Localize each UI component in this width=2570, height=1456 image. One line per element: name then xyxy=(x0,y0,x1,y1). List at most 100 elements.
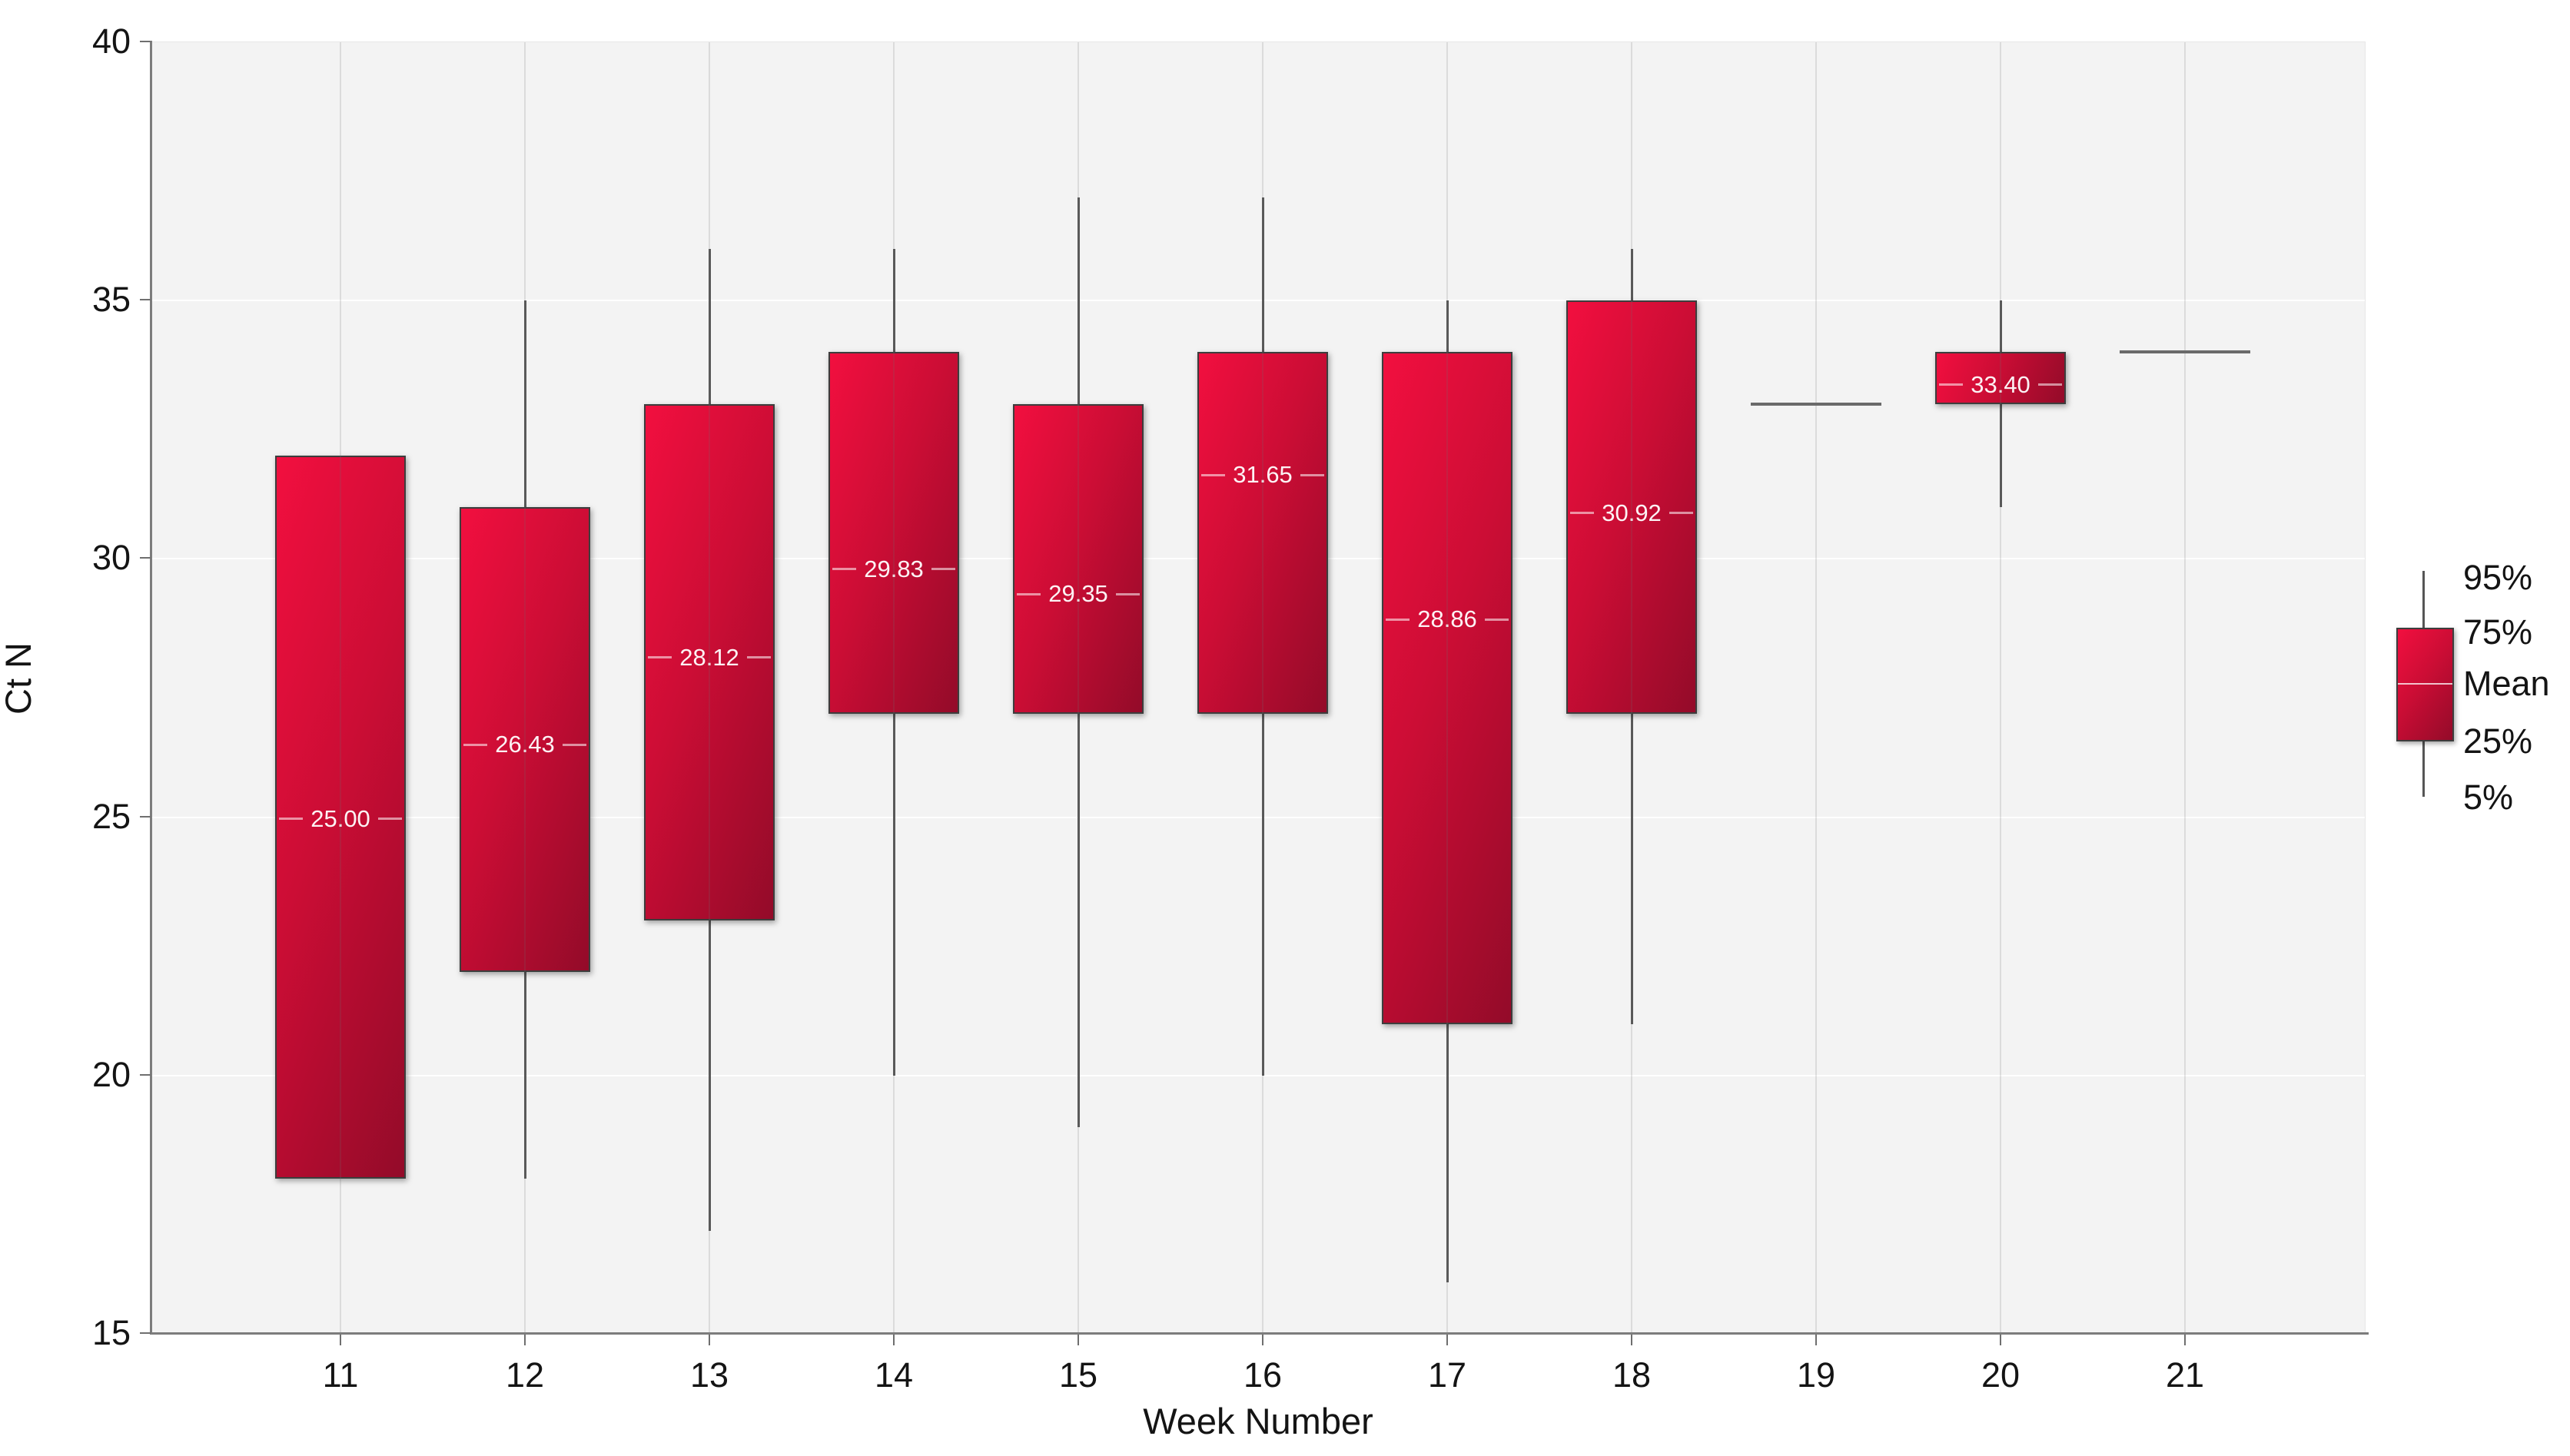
legend-label-25pct: 25% xyxy=(2463,721,2533,761)
y-axis-title: Ct N xyxy=(0,642,38,715)
mean-value-week-18: 30.92 xyxy=(1602,499,1662,526)
legend: 95% 75% Mean 25% 5% xyxy=(2386,538,2570,861)
mean-value-week-14: 29.83 xyxy=(864,555,924,582)
x-tick-mark-week-11 xyxy=(340,1335,341,1345)
x-tick-label-week-21: 21 xyxy=(2165,1355,2205,1395)
mean-value-week-17: 28.86 xyxy=(1417,605,1477,633)
mean-line-left-week-14 xyxy=(832,568,857,571)
whisker-bottom-week-14 xyxy=(892,714,895,1076)
x-tick-mark-week-14 xyxy=(893,1335,895,1345)
legend-label-95pct: 95% xyxy=(2463,558,2533,597)
x-tick-label-week-17: 17 xyxy=(1427,1355,1467,1395)
box-week-20[interactable]: 33.40 xyxy=(1935,352,2066,404)
mean-line-left-week-17 xyxy=(1386,618,1410,621)
y-tick-label-35: 35 xyxy=(91,280,131,320)
x-axis-line xyxy=(150,1332,2369,1335)
y-tick-mark-35 xyxy=(140,299,151,301)
mean-line-right-week-14 xyxy=(931,568,956,571)
mean-label-week-12: 26.43 xyxy=(463,731,587,758)
x-tick-mark-week-12 xyxy=(524,1335,526,1345)
mean-label-week-20: 33.40 xyxy=(1939,371,2063,399)
whisker-top-week-15 xyxy=(1077,197,1080,404)
mean-line-left-week-18 xyxy=(1570,512,1595,515)
category-gridline-week-14 xyxy=(893,42,895,1333)
legend-mean-line-glyph xyxy=(2398,683,2452,685)
mean-line-week-19[interactable] xyxy=(1751,402,1881,406)
x-tick-mark-week-16 xyxy=(1262,1335,1263,1345)
mean-line-right-week-17 xyxy=(1484,618,1509,621)
y-tick-label-20: 20 xyxy=(91,1054,131,1094)
whisker-bottom-week-16 xyxy=(1261,714,1264,1076)
x-tick-mark-week-15 xyxy=(1077,1335,1079,1345)
x-tick-label-week-16: 16 xyxy=(1243,1355,1283,1395)
whisker-top-week-20 xyxy=(1999,300,2002,353)
horizontal-gridline-35 xyxy=(151,300,2365,302)
category-gridline-week-21 xyxy=(2184,42,2186,1333)
whisker-top-week-13 xyxy=(708,248,711,404)
x-tick-mark-week-21 xyxy=(2184,1335,2186,1345)
x-tick-label-week-13: 13 xyxy=(689,1355,729,1395)
mean-value-week-11: 25.00 xyxy=(310,804,370,832)
mean-label-week-18: 30.92 xyxy=(1570,499,1694,527)
x-tick-mark-week-13 xyxy=(709,1335,710,1345)
whisker-bottom-week-17 xyxy=(1446,1023,1449,1282)
x-tick-label-week-19: 19 xyxy=(1796,1355,1836,1395)
mean-label-week-14: 29.83 xyxy=(832,555,956,583)
x-tick-label-week-11: 11 xyxy=(322,1355,359,1395)
mean-line-left-week-11 xyxy=(279,818,304,821)
legend-label-5pct: 5% xyxy=(2463,778,2514,817)
whisker-bottom-week-13 xyxy=(708,920,711,1231)
mean-label-week-16: 31.65 xyxy=(1201,461,1325,489)
box-week-15[interactable]: 29.35 xyxy=(1013,403,1144,715)
x-tick-label-week-14: 14 xyxy=(874,1355,914,1395)
box-week-12[interactable]: 26.43 xyxy=(460,507,590,973)
y-tick-label-30: 30 xyxy=(91,538,131,578)
category-gridline-week-16 xyxy=(1262,42,1263,1333)
whisker-bottom-week-18 xyxy=(1630,714,1633,1024)
box-week-18[interactable]: 30.92 xyxy=(1566,300,1697,715)
mean-line-right-week-16 xyxy=(1300,473,1325,476)
mean-line-right-week-11 xyxy=(377,818,403,821)
y-axis-line xyxy=(150,41,152,1335)
mean-line-right-week-13 xyxy=(746,656,772,659)
mean-label-week-11: 25.00 xyxy=(279,804,403,833)
y-tick-mark-20 xyxy=(140,1073,151,1076)
category-gridline-week-20 xyxy=(2000,42,2001,1333)
mean-line-left-week-15 xyxy=(1017,592,1041,595)
y-tick-mark-40 xyxy=(140,41,151,42)
box-week-16[interactable]: 31.65 xyxy=(1197,352,1328,715)
x-tick-label-week-12: 12 xyxy=(505,1355,545,1395)
whisker-bottom-week-12 xyxy=(523,972,526,1179)
category-gridline-week-19 xyxy=(1815,42,1817,1333)
box-week-14[interactable]: 29.83 xyxy=(828,352,959,715)
horizontal-gridline-20 xyxy=(151,1074,2365,1076)
legend-label-75pct: 75% xyxy=(2463,612,2533,652)
horizontal-gridline-25 xyxy=(151,816,2365,818)
mean-line-left-week-13 xyxy=(648,656,672,659)
legend-box-glyph xyxy=(2396,628,2454,741)
category-gridline-week-12 xyxy=(524,42,526,1333)
mean-line-right-week-12 xyxy=(562,743,587,746)
x-tick-label-week-15: 15 xyxy=(1058,1355,1098,1395)
whisker-top-week-18 xyxy=(1630,248,1633,301)
y-tick-label-15: 15 xyxy=(91,1313,131,1352)
y-tick-label-40: 40 xyxy=(91,22,131,61)
legend-label-mean: Mean xyxy=(2463,664,2550,703)
box-week-11[interactable]: 25.00 xyxy=(275,455,406,1179)
whisker-bottom-week-20 xyxy=(1999,403,2002,508)
mean-line-right-week-15 xyxy=(1115,592,1141,595)
mean-line-right-week-20 xyxy=(2037,383,2063,386)
box-week-17[interactable]: 28.86 xyxy=(1382,352,1512,1024)
mean-line-week-21[interactable] xyxy=(2120,350,2250,354)
category-gridline-week-15 xyxy=(1077,42,1079,1333)
mean-value-week-16: 31.65 xyxy=(1233,461,1293,489)
y-tick-label-25: 25 xyxy=(91,796,131,836)
y-tick-mark-25 xyxy=(140,815,151,818)
box-week-13[interactable]: 28.12 xyxy=(644,403,775,921)
x-tick-mark-week-19 xyxy=(1815,1335,1817,1345)
mean-value-week-15: 29.35 xyxy=(1048,580,1108,608)
mean-line-left-week-20 xyxy=(1939,383,1964,386)
whisker-top-week-12 xyxy=(523,300,526,508)
x-tick-mark-week-20 xyxy=(2000,1335,2001,1345)
